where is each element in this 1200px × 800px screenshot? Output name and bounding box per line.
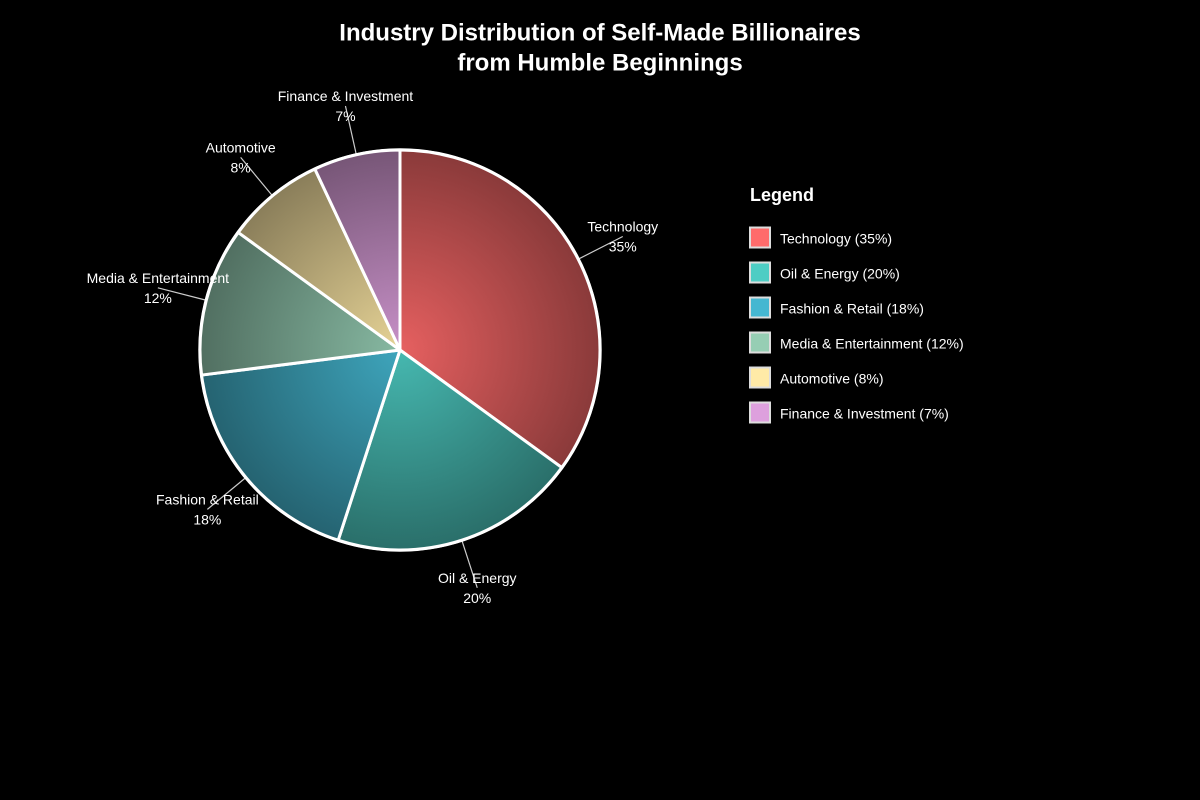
svg-text:Automotive: Automotive [206,139,276,155]
svg-text:8%: 8% [231,159,251,175]
svg-text:20%: 20% [463,590,491,606]
svg-text:Finance & Investment: Finance & Investment [278,88,414,104]
svg-text:Finance & Investment (7%): Finance & Investment (7%) [780,406,949,422]
svg-text:Technology: Technology [587,219,658,235]
svg-text:Industry Distribution of Self-: Industry Distribution of Self-Made Billi… [339,20,860,47]
svg-text:7%: 7% [335,108,355,124]
svg-text:Media & Entertainment: Media & Entertainment [87,270,230,286]
svg-text:Legend: Legend [750,185,814,205]
svg-text:12%: 12% [144,290,172,306]
svg-text:Fashion & Retail (18%): Fashion & Retail (18%) [780,301,924,317]
svg-text:Fashion & Retail: Fashion & Retail [156,491,259,507]
svg-text:Oil & Energy: Oil & Energy [438,570,517,586]
svg-text:35%: 35% [609,239,637,255]
svg-text:Automotive (8%): Automotive (8%) [780,371,883,387]
svg-text:Media & Entertainment (12%): Media & Entertainment (12%) [780,336,964,352]
svg-text:Technology (35%): Technology (35%) [780,231,892,247]
svg-text:Oil & Energy (20%): Oil & Energy (20%) [780,266,900,282]
svg-text:from Humble Beginnings: from Humble Beginnings [457,50,742,77]
svg-text:18%: 18% [193,511,221,527]
